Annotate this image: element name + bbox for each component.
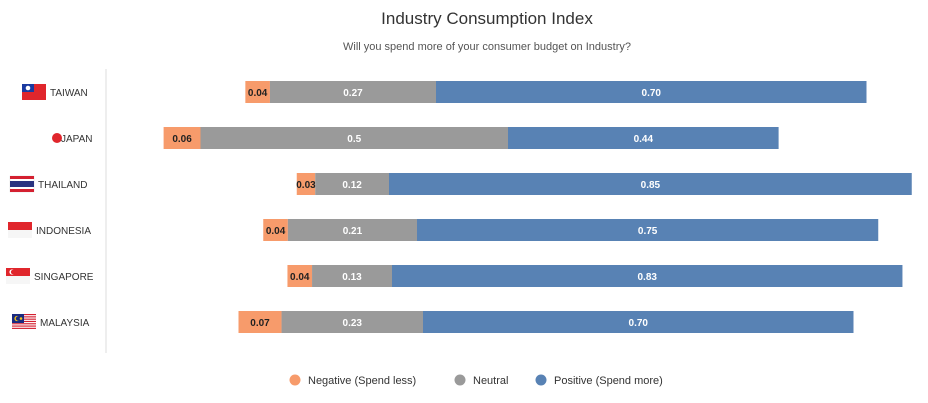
bar-positive-spend-more-japan[interactable] <box>508 127 779 149</box>
bar-row-taiwan: TAIWAN 0.04 0.27 0.70 <box>22 81 867 103</box>
bar-row-japan: JAPAN 0.06 0.5 0.44 <box>52 127 779 149</box>
bar-positive-spend-more-thailand[interactable] <box>389 173 912 195</box>
indonesia-flag-icon <box>8 222 32 238</box>
bar-positive-spend-more-singapore[interactable] <box>392 265 903 287</box>
legend-item-negative-spend-less[interactable]: Negative (Spend less) <box>289 374 417 388</box>
bar-row-indonesia: INDONESIA 0.04 0.21 0.75 <box>8 219 879 241</box>
bar-neutral-indonesia[interactable] <box>287 219 417 241</box>
data-label-positive-spend-more-indonesia: 0.75 <box>638 226 658 237</box>
bar-positive-spend-more-malaysia[interactable] <box>423 311 854 333</box>
bar-row-singapore: SINGAPORE 0.04 0.13 0.83 <box>6 265 903 287</box>
data-label-negative-spend-less-indonesia: 0.04 <box>266 226 286 237</box>
data-label-negative-spend-less-malaysia: 0.07 <box>250 318 270 329</box>
bar-negative-spend-less-japan[interactable] <box>163 127 201 149</box>
data-label-positive-spend-more-taiwan: 0.70 <box>642 88 662 99</box>
legend: Negative (Spend less) Neutral Positive (Sp… <box>289 374 663 388</box>
data-label-neutral-singapore: 0.13 <box>342 272 362 283</box>
chart-title: Industry Consumption Index <box>381 9 593 28</box>
bar-negative-spend-less-indonesia[interactable] <box>263 219 288 241</box>
data-label-positive-spend-more-japan: 0.44 <box>634 134 654 145</box>
legend-marker <box>289 374 301 386</box>
data-label-negative-spend-less-japan: 0.06 <box>172 134 192 145</box>
data-label-positive-spend-more-singapore: 0.83 <box>637 272 657 283</box>
category-label: MALAYSIA <box>40 318 90 329</box>
thailand-flag-icon <box>9 175 35 193</box>
data-label-positive-spend-more-malaysia: 0.70 <box>629 318 649 329</box>
legend-label: Neutral <box>473 375 508 387</box>
taiwan-flag-icon <box>22 84 46 100</box>
category-label: THAILAND <box>38 180 87 191</box>
legend-item-positive-spend-more[interactable]: Positive (Spend more) <box>535 374 663 388</box>
data-label-negative-spend-less-taiwan: 0.04 <box>248 88 268 99</box>
singapore-flag-icon <box>6 268 30 284</box>
data-label-neutral-thailand: 0.12 <box>342 180 362 191</box>
category-label: TAIWAN <box>50 88 88 99</box>
legend-marker <box>454 374 466 386</box>
bar-negative-spend-less-taiwan[interactable] <box>245 81 270 103</box>
bar-positive-spend-more-taiwan[interactable] <box>436 81 867 103</box>
data-label-negative-spend-less-thailand: 0.03 <box>296 180 316 191</box>
bar-negative-spend-less-thailand[interactable] <box>296 173 316 195</box>
bar-neutral-malaysia[interactable] <box>281 311 423 333</box>
data-label-neutral-taiwan: 0.27 <box>343 88 363 99</box>
bar-neutral-singapore[interactable] <box>312 265 392 287</box>
legend-label: Negative (Spend less) <box>308 375 416 387</box>
bar-row-thailand: THAILAND 0.03 0.12 0.85 <box>9 173 912 195</box>
data-label-neutral-japan: 0.5 <box>347 134 361 145</box>
data-label-neutral-malaysia: 0.23 <box>343 318 363 329</box>
chart-subtitle: Will you spend more of your consumer bud… <box>343 41 631 53</box>
malaysia-flag-icon <box>12 314 36 330</box>
bar-neutral-japan[interactable] <box>200 127 509 149</box>
category-label: JAPAN <box>61 134 93 145</box>
legend-label: Positive (Spend more) <box>554 375 663 387</box>
data-label-positive-spend-more-thailand: 0.85 <box>641 180 661 191</box>
category-label: INDONESIA <box>36 226 91 237</box>
bar-positive-spend-more-indonesia[interactable] <box>417 219 879 241</box>
legend-item-neutral[interactable]: Neutral <box>454 374 509 388</box>
legend-marker <box>535 374 547 386</box>
data-label-neutral-indonesia: 0.21 <box>343 226 363 237</box>
bar-neutral-thailand[interactable] <box>315 173 389 195</box>
bar-negative-spend-less-malaysia[interactable] <box>238 311 282 333</box>
data-label-negative-spend-less-singapore: 0.04 <box>290 272 310 283</box>
bar-rows: TAIWAN 0.04 0.27 0.70 JAPAN 0.06 0.5 0.44 THAILA… <box>6 81 912 333</box>
japan-flag-icon <box>52 133 62 143</box>
bar-row-malaysia: MALAYSIA 0.07 0.23 0.70 <box>12 311 854 333</box>
bar-neutral-taiwan[interactable] <box>269 81 436 103</box>
category-label: SINGAPORE <box>34 272 94 283</box>
bar-negative-spend-less-singapore[interactable] <box>287 265 313 287</box>
